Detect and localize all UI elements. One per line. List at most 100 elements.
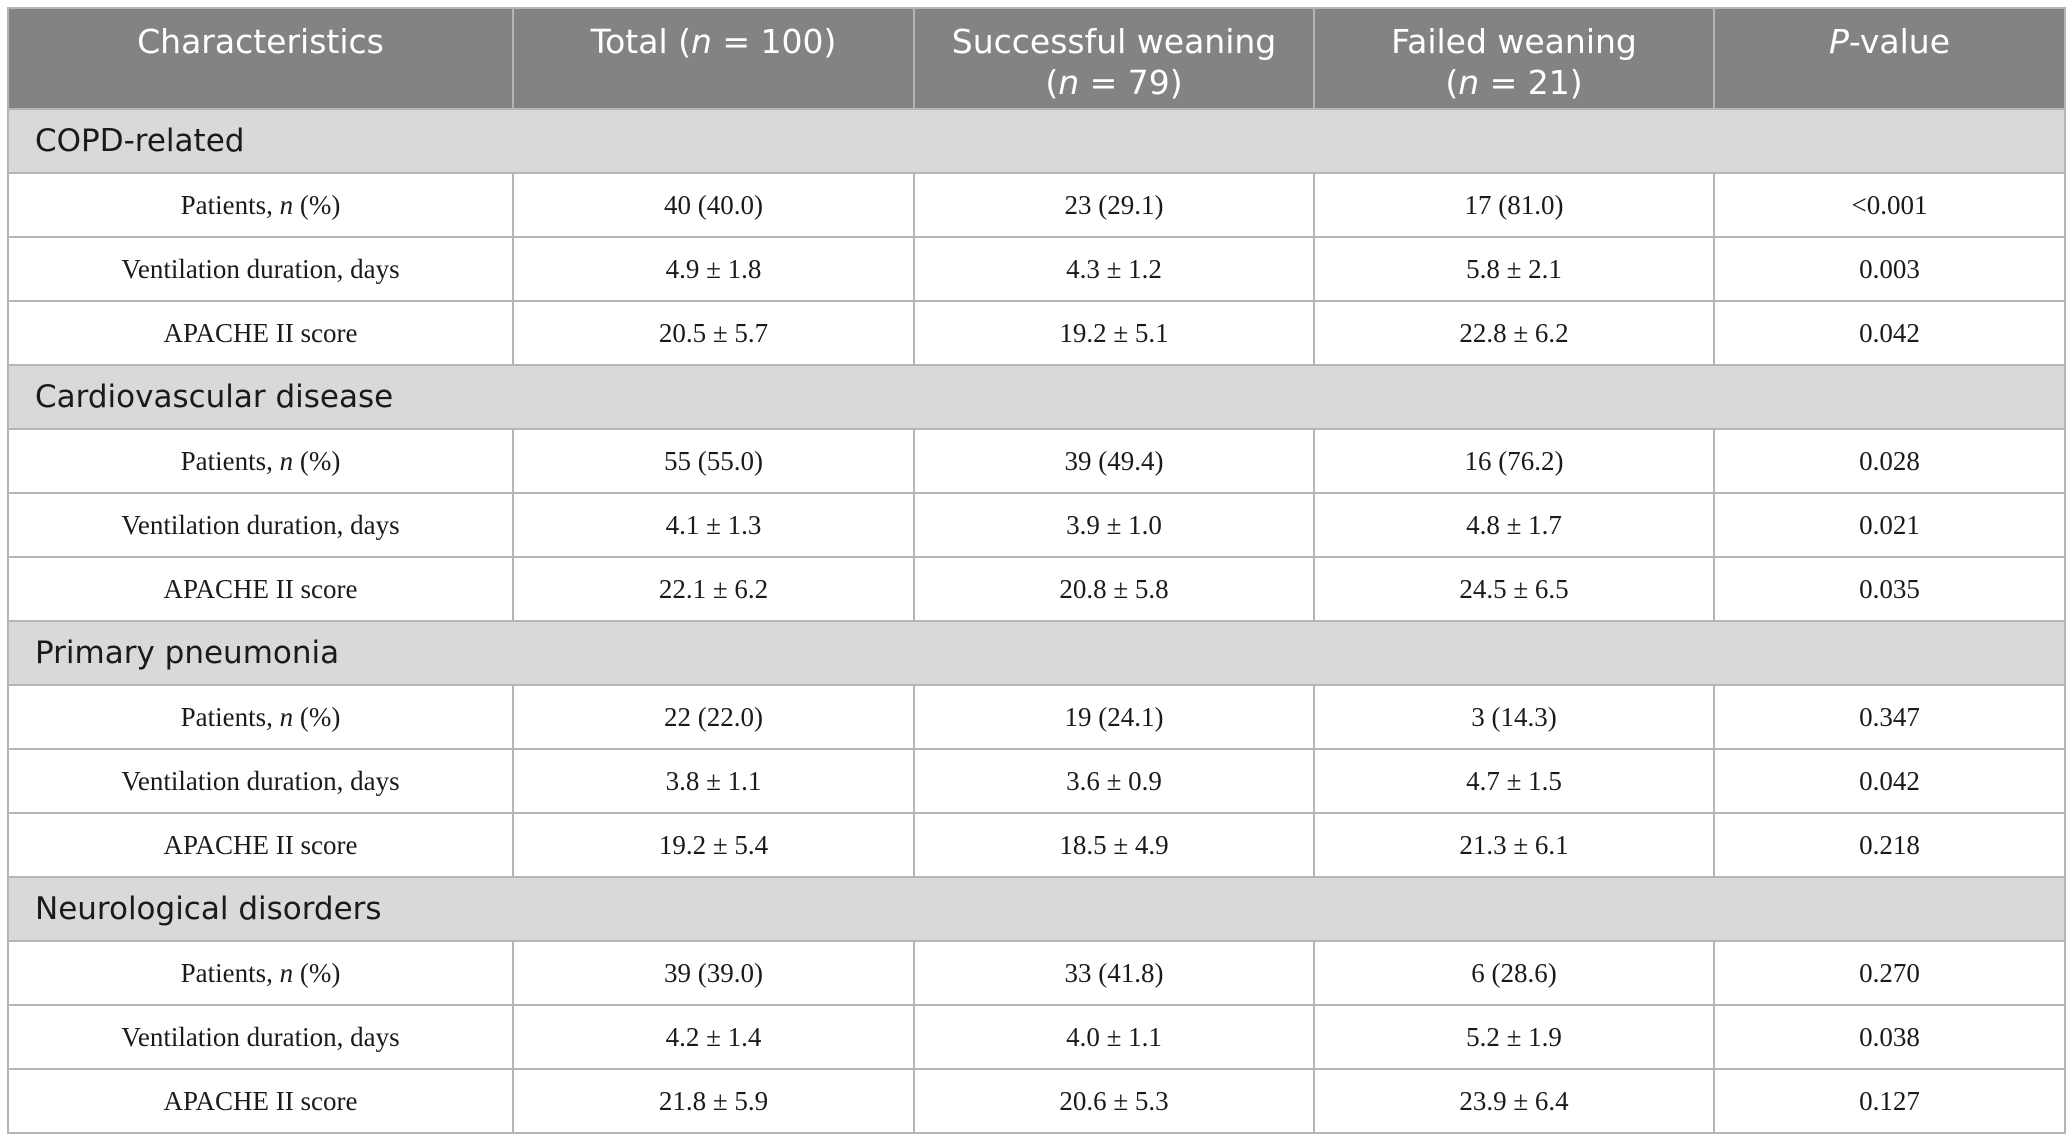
data-cell: 3.9 ± 1.0 [913,492,1315,558]
data-cell: 20.6 ± 5.3 [913,1068,1315,1134]
header-line: Failed weaning [1315,21,1713,62]
text-segment: APACHE II score [163,1085,358,1116]
data-row: APACHE II score 22.1 ± 6.2 20.8 ± 5.8 24.5 … [7,556,2066,622]
header-line: Successful weaning [915,21,1313,62]
data-cell: 0.021 [1713,492,2066,558]
data-cell: 5.8 ± 2.1 [1313,236,1715,302]
text-segment: P [1828,22,1849,61]
data-cell: 0.042 [1713,748,2066,814]
data-cell: 33 (41.8) [913,940,1315,1006]
data-cell: 18.5 ± 4.9 [913,812,1315,878]
data-cell: 0.270 [1713,940,2066,1006]
text-segment: = 79) [1079,63,1183,102]
header-line: P-value [1715,21,2064,62]
data-cell: 17 (81.0) [1313,172,1715,238]
text-segment: Failed weaning [1391,22,1637,61]
table-body: COPD-related Patients, n (%) 40 (40.0) 23 (… [7,108,2066,1134]
text-segment: n [279,957,294,988]
text-segment: Patients, [180,189,280,220]
header-row: Characteristics Total (n = 100) Successful… [7,7,2066,110]
data-cell: 23 (29.1) [913,172,1315,238]
group-label: Cardiovascular disease [7,364,2066,430]
data-cell: 4.9 ± 1.8 [512,236,915,302]
group-row: COPD-related [7,108,2066,174]
row-label: APACHE II score [7,1068,514,1134]
data-cell: 16 (76.2) [1313,428,1715,494]
row-label: Patients, n (%) [7,684,514,750]
data-cell: 0.028 [1713,428,2066,494]
text-segment: = 21) [1479,63,1583,102]
data-cell: 4.3 ± 1.2 [913,236,1315,302]
row-label: APACHE II score [7,812,514,878]
header-cell: Total (n = 100) [512,7,915,110]
group-row: Primary pneumonia [7,620,2066,686]
data-cell: 20.8 ± 5.8 [913,556,1315,622]
row-label: APACHE II score [7,300,514,366]
data-cell: 4.7 ± 1.5 [1313,748,1715,814]
text-segment: n [279,445,294,476]
data-row: Ventilation duration, days 3.8 ± 1.1 3.6 ±… [7,748,2066,814]
data-cell: 19 (24.1) [913,684,1315,750]
data-cell: 0.042 [1713,300,2066,366]
data-row: APACHE II score 20.5 ± 5.7 19.2 ± 5.1 22.8 … [7,300,2066,366]
text-segment: n [279,189,294,220]
data-row: APACHE II score 19.2 ± 5.4 18.5 ± 4.9 21.3 … [7,812,2066,878]
group-label: Primary pneumonia [7,620,2066,686]
text-segment: Ventilation duration, days [121,509,400,540]
text-segment: Ventilation duration, days [121,1021,400,1052]
data-cell: 19.2 ± 5.1 [913,300,1315,366]
data-row: Patients, n (%) 39 (39.0) 33 (41.8) 6 (28.6… [7,940,2066,1006]
data-row: APACHE II score 21.8 ± 5.9 20.6 ± 5.3 23.9 … [7,1068,2066,1134]
text-segment: ( [1045,63,1059,102]
text-segment: n [1058,63,1080,102]
text-segment: Total ( [590,22,691,61]
data-row: Ventilation duration, days 4.9 ± 1.8 4.3 ±… [7,236,2066,302]
data-cell: 0.003 [1713,236,2066,302]
data-row: Ventilation duration, days 4.2 ± 1.4 4.0 ±… [7,1004,2066,1070]
header-line: (n = 79) [915,62,1313,103]
text-segment: APACHE II score [163,829,358,860]
header-cell: Failed weaning (n = 21) [1313,7,1715,110]
group-label: COPD-related [7,108,2066,174]
data-row: Patients, n (%) 40 (40.0) 23 (29.1) 17 (81.… [7,172,2066,238]
row-label: Patients, n (%) [7,428,514,494]
header-cell: Characteristics [7,7,514,110]
data-table: Characteristics Total (n = 100) Successful… [7,7,2066,1134]
data-cell: 0.035 [1713,556,2066,622]
text-segment: Characteristics [137,22,384,61]
row-label: Ventilation duration, days [7,236,514,302]
header-line: Characteristics [9,21,512,62]
text-segment: = 100) [711,22,837,61]
data-cell: 23.9 ± 6.4 [1313,1068,1715,1134]
data-cell: 40 (40.0) [512,172,915,238]
data-cell: 22.8 ± 6.2 [1313,300,1715,366]
data-cell: 6 (28.6) [1313,940,1715,1006]
row-label: Patients, n (%) [7,172,514,238]
data-cell: 21.3 ± 6.1 [1313,812,1715,878]
text-segment: (%) [293,701,341,732]
data-cell: 24.5 ± 6.5 [1313,556,1715,622]
data-cell: 4.2 ± 1.4 [512,1004,915,1070]
data-cell: 22.1 ± 6.2 [512,556,915,622]
data-cell: 3.6 ± 0.9 [913,748,1315,814]
row-label: Ventilation duration, days [7,748,514,814]
header-line: (n = 21) [1315,62,1713,103]
row-label: APACHE II score [7,556,514,622]
group-row: Cardiovascular disease [7,364,2066,430]
row-label: Patients, n (%) [7,940,514,1006]
data-cell: 21.8 ± 5.9 [512,1068,915,1134]
text-segment: (%) [293,189,341,220]
data-cell: 55 (55.0) [512,428,915,494]
row-label: Ventilation duration, days [7,1004,514,1070]
data-row: Patients, n (%) 55 (55.0) 39 (49.4) 16 (76.… [7,428,2066,494]
data-cell: 22 (22.0) [512,684,915,750]
header-line: Total (n = 100) [514,21,913,62]
data-row: Patients, n (%) 22 (22.0) 19 (24.1) 3 (14.3… [7,684,2066,750]
text-segment: Patients, [180,957,280,988]
row-label: Ventilation duration, days [7,492,514,558]
data-cell: 39 (39.0) [512,940,915,1006]
text-segment: Patients, [180,445,280,476]
data-cell: 5.2 ± 1.9 [1313,1004,1715,1070]
data-cell: 4.1 ± 1.3 [512,492,915,558]
